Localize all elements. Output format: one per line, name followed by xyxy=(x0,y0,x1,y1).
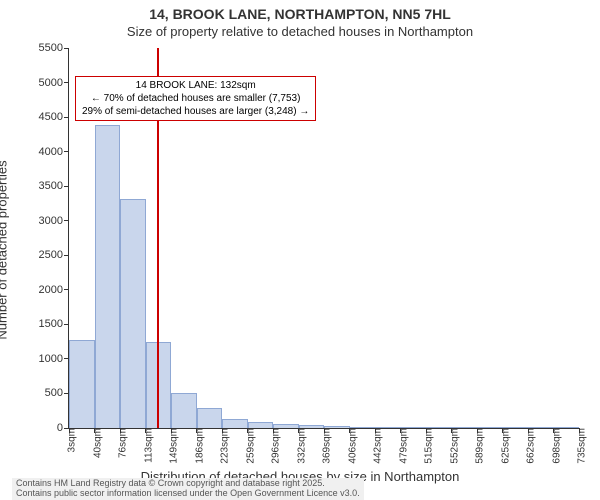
x-tick-label: 40sqm xyxy=(86,428,103,458)
histogram-bar xyxy=(222,419,248,428)
histogram-bar xyxy=(554,427,580,428)
histogram-bar xyxy=(69,340,95,428)
histogram-bar xyxy=(477,427,503,428)
histogram-bar xyxy=(248,422,274,428)
y-tick-label: 3500 xyxy=(39,180,69,192)
footer-line: Contains public sector information licen… xyxy=(16,489,360,499)
histogram-bar xyxy=(426,427,452,428)
x-tick-label: 223sqm xyxy=(214,428,231,464)
histogram-bar xyxy=(350,427,376,428)
histogram-bar xyxy=(324,426,350,428)
histogram-bar xyxy=(273,424,299,428)
x-tick-label: 259sqm xyxy=(239,428,256,464)
annotation-line: 29% of semi-detached houses are larger (… xyxy=(82,105,309,118)
y-tick-label: 3000 xyxy=(39,215,69,227)
annotation-line: 14 BROOK LANE: 132sqm xyxy=(82,79,309,92)
x-tick-label: 3sqm xyxy=(61,428,78,452)
annotation-line: ← 70% of detached houses are smaller (7,… xyxy=(82,92,309,105)
x-tick-label: 406sqm xyxy=(341,428,358,464)
x-tick-label: 369sqm xyxy=(316,428,333,464)
plot-area: 0500100015002000250030003500400045005000… xyxy=(68,48,579,429)
x-tick-label: 479sqm xyxy=(392,428,409,464)
x-tick-label: 113sqm xyxy=(137,428,154,463)
histogram-bar xyxy=(197,408,223,428)
histogram-bar xyxy=(452,427,478,428)
chart-title: 14, BROOK LANE, NORTHAMPTON, NN5 7HL xyxy=(0,6,600,22)
x-tick-label: 332sqm xyxy=(290,428,307,464)
y-tick-label: 4000 xyxy=(39,146,69,158)
x-tick-label: 76sqm xyxy=(112,428,129,458)
y-tick-label: 2500 xyxy=(39,249,69,261)
x-tick-label: 186sqm xyxy=(188,428,205,464)
x-tick-label: 515sqm xyxy=(418,428,435,464)
x-tick-label: 589sqm xyxy=(469,428,486,464)
y-tick-label: 1500 xyxy=(39,318,69,330)
y-tick-label: 5000 xyxy=(39,77,69,89)
histogram-bar xyxy=(171,393,197,428)
y-tick-label: 2000 xyxy=(39,284,69,296)
x-tick-label: 552sqm xyxy=(443,428,460,464)
histogram-bar xyxy=(528,427,554,428)
y-tick-label: 1000 xyxy=(39,353,69,365)
x-tick-label: 662sqm xyxy=(520,428,537,464)
footer-attribution: Contains HM Land Registry data © Crown c… xyxy=(12,478,364,500)
x-tick-label: 698sqm xyxy=(545,428,562,464)
histogram-bar xyxy=(120,199,146,428)
y-tick-label: 500 xyxy=(45,387,69,399)
x-tick-label: 625sqm xyxy=(494,428,511,464)
y-tick-label: 5500 xyxy=(39,42,69,54)
annotation-box: 14 BROOK LANE: 132sqm← 70% of detached h… xyxy=(75,76,316,121)
chart-container: 14, BROOK LANE, NORTHAMPTON, NN5 7HL Siz… xyxy=(0,0,600,500)
x-tick-label: 149sqm xyxy=(163,428,180,464)
chart-subtitle: Size of property relative to detached ho… xyxy=(0,24,600,39)
histogram-bar xyxy=(503,427,529,428)
histogram-bar xyxy=(299,425,325,428)
x-tick-label: 296sqm xyxy=(265,428,282,464)
histogram-bar xyxy=(375,427,401,428)
x-tick-label: 735sqm xyxy=(571,428,588,464)
histogram-bar xyxy=(95,125,121,428)
histogram-bar xyxy=(401,427,427,428)
x-tick-label: 442sqm xyxy=(367,428,384,464)
y-tick-label: 4500 xyxy=(39,111,69,123)
